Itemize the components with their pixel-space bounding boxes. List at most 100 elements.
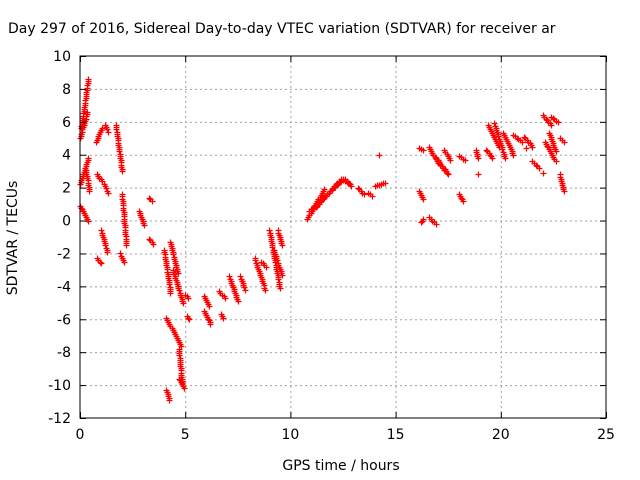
data-point <box>84 109 91 116</box>
data-point <box>104 249 111 256</box>
data-point <box>105 129 112 136</box>
data-point <box>181 385 188 392</box>
y-tick-label: 8 <box>62 82 71 98</box>
data-point <box>99 125 106 132</box>
data-point <box>166 281 173 288</box>
data-point <box>176 287 183 294</box>
data-point <box>263 264 270 271</box>
data-point <box>313 204 320 211</box>
data-point <box>553 148 560 155</box>
data-point <box>523 145 530 152</box>
x-tick-label: 0 <box>76 427 85 443</box>
data-point <box>119 168 126 175</box>
data-point <box>222 295 229 302</box>
data-point <box>529 144 536 151</box>
data-point <box>262 287 269 294</box>
data-point <box>483 147 490 154</box>
x-tick-label: 10 <box>281 427 299 443</box>
data-point <box>333 181 340 188</box>
data-point <box>85 155 92 162</box>
y-tick-label: -4 <box>57 279 71 295</box>
data-point <box>266 227 273 234</box>
data-point <box>348 183 355 190</box>
data-point <box>369 193 376 200</box>
y-tick-label: 6 <box>62 115 71 131</box>
data-point <box>103 185 110 192</box>
data-point <box>220 315 227 322</box>
data-point <box>550 115 557 122</box>
data-point <box>382 180 389 187</box>
y-tick-label: -10 <box>48 378 71 394</box>
data-point <box>102 242 109 249</box>
y-tick-label: -6 <box>57 312 71 328</box>
data-point <box>117 250 124 257</box>
y-tick-label: -12 <box>48 411 71 427</box>
data-point <box>146 236 153 243</box>
data-point <box>98 227 105 234</box>
data-point <box>475 155 482 162</box>
x-tick-label: 25 <box>597 427 615 443</box>
data-point <box>433 221 440 228</box>
y-tick-label: -8 <box>57 345 71 361</box>
data-point <box>320 196 327 203</box>
data-point <box>444 170 451 177</box>
data-point <box>149 198 156 205</box>
tick-marks <box>80 56 607 419</box>
data-point <box>176 352 183 359</box>
x-tick-label: 15 <box>387 427 405 443</box>
data-point <box>166 397 173 404</box>
data-point <box>185 295 192 302</box>
data-point <box>475 171 482 178</box>
data-point <box>277 285 284 292</box>
data-point <box>462 157 469 164</box>
data-point <box>420 216 427 223</box>
x-axis-label: GPS time / hours <box>282 458 399 474</box>
y-tick-label: 0 <box>62 214 71 230</box>
data-point <box>489 155 496 162</box>
data-point <box>206 303 213 310</box>
data-point <box>561 139 568 146</box>
data-point <box>536 165 543 172</box>
data-point <box>460 198 467 205</box>
data-point <box>279 242 286 249</box>
data-point <box>555 119 562 126</box>
x-tick-label: 5 <box>181 427 190 443</box>
data-point <box>105 190 112 197</box>
data-point <box>361 191 368 198</box>
data-point <box>521 134 528 141</box>
data-point <box>113 126 120 133</box>
y-axis-label: SDTVAR / TECUs <box>5 181 21 296</box>
x-tick-labels: 0 5 10 15 20 25 <box>76 427 615 443</box>
data-point <box>491 120 498 127</box>
data-point <box>175 270 182 277</box>
y-tick-label: -2 <box>57 246 71 262</box>
data-point <box>97 259 104 266</box>
x-tick-label: 20 <box>492 427 510 443</box>
data-point <box>116 148 123 155</box>
data-point <box>495 133 502 140</box>
data-point <box>445 171 452 178</box>
chart-title: Day 297 of 2016, Sidereal Day-to-day VTE… <box>8 21 556 37</box>
data-point <box>510 152 517 159</box>
data-point <box>447 157 454 164</box>
data-point <box>274 257 281 264</box>
data-point <box>146 195 153 202</box>
data-point <box>98 260 105 267</box>
data-point <box>317 199 324 206</box>
data-point <box>207 321 214 328</box>
data-point <box>540 170 547 177</box>
plot-frame <box>79 55 607 419</box>
data-point <box>167 290 174 297</box>
data-point <box>185 315 192 322</box>
data-point <box>141 222 148 229</box>
data-point <box>85 76 92 83</box>
data-point <box>235 298 242 305</box>
data-point <box>85 218 92 225</box>
grid-lines <box>80 56 606 418</box>
data-point <box>355 185 362 192</box>
data-point <box>279 272 286 279</box>
y-tick-label: 2 <box>62 181 71 197</box>
data-points <box>77 76 568 404</box>
